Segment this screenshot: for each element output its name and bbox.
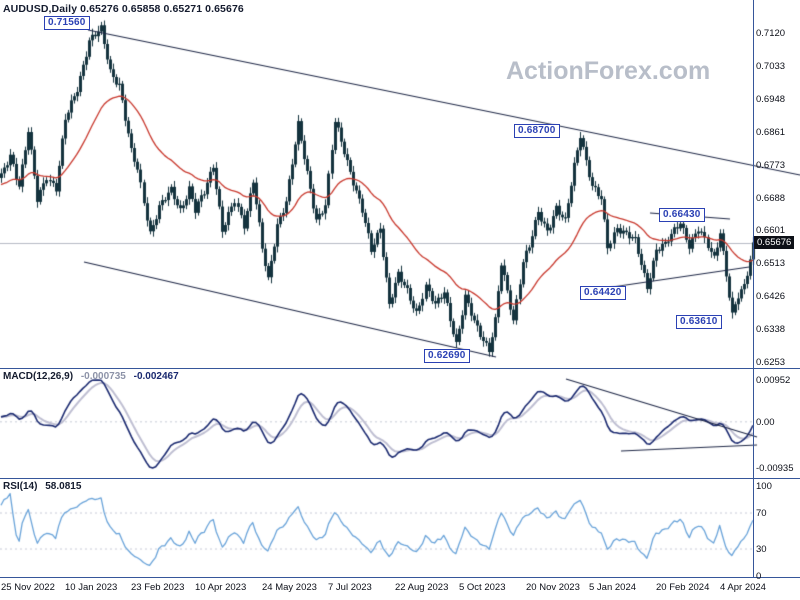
price-axis-tick: 0.6253 <box>756 357 786 368</box>
rsi-axis-tick: 70 <box>756 508 767 519</box>
macd-indicator-label: MACD(12,26,9) -0.000735 -0.002467 <box>3 371 179 382</box>
price-annotation[interactable]: 0.68700 <box>514 124 560 138</box>
price-axis-tick: 0.6861 <box>756 126 786 138</box>
rsi-name: RSI(14) <box>3 481 38 492</box>
macd-value-main: -0.000735 <box>80 371 126 382</box>
rsi-axis-tick: 30 <box>756 544 767 555</box>
date-axis-label: 20 Nov 2023 <box>526 582 580 593</box>
date-axis-label: 5 Oct 2023 <box>459 582 506 593</box>
panel-separator-macd <box>0 368 800 369</box>
price-annotation[interactable]: 0.71560 <box>44 16 90 30</box>
chart-title: AUDUSD,Daily 0.65276 0.65858 0.65271 0.6… <box>3 3 244 15</box>
date-axis-label: 4 Apr 2024 <box>720 582 766 593</box>
macd-name: MACD(12,26,9) <box>3 371 74 382</box>
price-axis-tick: 0.6513 <box>756 258 786 270</box>
price-axis-tick: 0.6338 <box>756 324 786 336</box>
macd-axis-tick: 0.00 <box>756 416 775 428</box>
price-annotation[interactable]: 0.66430 <box>659 208 705 222</box>
price-annotation[interactable]: 0.64420 <box>580 286 626 300</box>
price-axis-line <box>753 0 754 577</box>
price-axis-tick: 0.7033 <box>756 60 786 72</box>
date-axis-label: 10 Jan 2023 <box>65 582 118 593</box>
price-annotation[interactable]: 0.63610 <box>676 315 722 329</box>
price-axis-tick: 0.6601 <box>756 225 786 237</box>
price-axis-tick: 0.6426 <box>756 291 786 303</box>
date-axis-label: 5 Jan 2024 <box>589 582 637 593</box>
date-axis-label: 25 Nov 2022 <box>1 582 55 593</box>
date-axis-label: 22 Aug 2023 <box>395 582 449 593</box>
current-price-tag: 0.65676 <box>754 236 795 249</box>
date-axis-label: 7 Jul 2023 <box>328 582 372 593</box>
price-axis-tick: 0.6688 <box>756 192 786 204</box>
price-axis-tick: 0.6948 <box>756 93 786 105</box>
macd-axis-tick: 0.00952 <box>756 375 791 386</box>
rsi-axis-tick: 0 <box>756 571 762 582</box>
date-axis-label: 10 Apr 2023 <box>195 582 247 593</box>
date-axis-label: 20 Feb 2024 <box>656 582 710 593</box>
macd-value-signal: -0.002467 <box>133 371 179 382</box>
rsi-value: 58.0815 <box>45 481 82 492</box>
date-axis-label: 23 Feb 2023 <box>131 582 185 593</box>
price-axis-tick: 0.6773 <box>756 159 786 171</box>
price-axis-tick: 0.7120 <box>756 28 786 39</box>
axis-separator <box>0 577 800 578</box>
date-axis-label: 24 May 2023 <box>262 582 317 593</box>
rsi-axis-tick: 100 <box>756 481 772 492</box>
macd-axis-tick: -0.00935 <box>756 463 794 474</box>
rsi-indicator-label: RSI(14) 58.0815 <box>3 481 81 492</box>
price-annotation[interactable]: 0.62690 <box>424 349 470 363</box>
panel-separator-rsi <box>0 478 800 479</box>
